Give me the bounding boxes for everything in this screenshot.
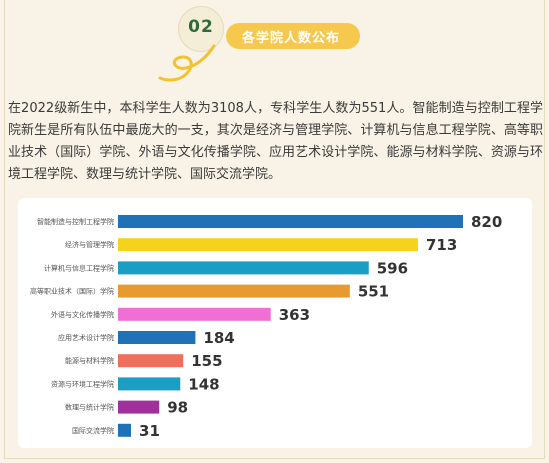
section-number-badge: [178, 6, 224, 52]
category-label: 高等职业技术（国际）学院: [30, 287, 114, 296]
bar: [118, 238, 418, 252]
value-label: 551: [358, 283, 389, 301]
section-number: 02: [188, 17, 214, 37]
section-header: 02 各学院人数公布: [0, 0, 549, 90]
category-label: 外语与文化传播学院: [51, 310, 114, 319]
section-title-pill: [226, 23, 360, 49]
intro-paragraph: 在2022级新生中，本科学生人数为3108人，专科学生人数为551人。智能制造与…: [8, 101, 543, 182]
bar: [118, 331, 196, 344]
bar: [118, 307, 271, 321]
bar: [118, 215, 463, 228]
category-label: 国际交流学院: [72, 426, 114, 435]
value-label: 184: [203, 329, 234, 347]
bar: [118, 284, 350, 298]
category-label: 经济与管理学院: [65, 240, 114, 249]
category-label: 应用艺术设计学院: [58, 333, 114, 342]
value-label: 713: [426, 236, 457, 254]
bar: [118, 423, 132, 437]
bar: [118, 261, 369, 275]
decorative-squiggle-icon: [158, 44, 216, 82]
category-label: 计算机与信息工程学院: [44, 263, 114, 272]
value-label: 596: [377, 259, 408, 277]
value-label: 155: [191, 352, 222, 370]
page-border: [4, 0, 545, 459]
section-title: 各学院人数公布: [241, 31, 340, 46]
bar: [118, 377, 181, 391]
value-label: 363: [279, 306, 310, 324]
category-label: 资源与环境工程学院: [51, 379, 114, 388]
value-label: 148: [188, 375, 219, 393]
chart-panel: 智能制造与控制工程学院 820 经济与管理学院 713 计算机与信息工程学院 596 高等职…: [18, 198, 532, 448]
category-label: 数理与统计学院: [65, 403, 114, 412]
bar: [118, 400, 160, 414]
bar: [118, 354, 184, 368]
category-label: 能源与材料学院: [65, 356, 114, 365]
category-label: 智能制造与控制工程学院: [37, 217, 114, 226]
value-label: 820: [471, 213, 502, 231]
value-label: 31: [139, 422, 160, 440]
value-label: 98: [167, 399, 188, 417]
bar-chart: 智能制造与控制工程学院 820 经济与管理学院 713 计算机与信息工程学院 596 高等职…: [30, 213, 502, 440]
